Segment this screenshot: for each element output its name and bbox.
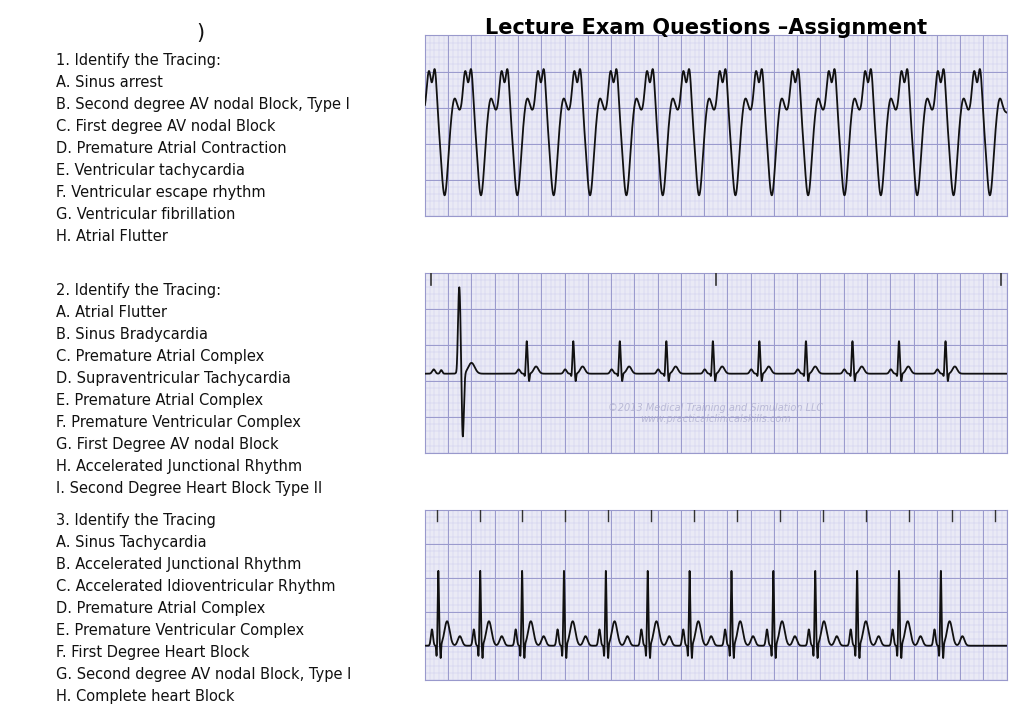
Text: D. Premature Atrial Complex: D. Premature Atrial Complex xyxy=(56,601,265,616)
Text: F. Premature Ventricular Complex: F. Premature Ventricular Complex xyxy=(56,415,301,430)
Text: Lecture Exam Questions –Assignment: Lecture Exam Questions –Assignment xyxy=(485,18,928,38)
Text: Normal: Normal xyxy=(177,58,224,71)
Text: H. Atrial Flutter: H. Atrial Flutter xyxy=(56,229,168,244)
Text: E. Ventricular tachycardia: E. Ventricular tachycardia xyxy=(56,163,246,178)
Text: E. Premature Atrial Complex: E. Premature Atrial Complex xyxy=(56,393,263,408)
Text: C. Accelerated Idioventricular Rhythm: C. Accelerated Idioventricular Rhythm xyxy=(56,579,336,594)
Text: 2. Identify the Tracing:: 2. Identify the Tracing: xyxy=(56,283,221,298)
Text: 1. Identify the Tracing:: 1. Identify the Tracing: xyxy=(56,53,221,68)
Text: C. Premature Atrial Complex: C. Premature Atrial Complex xyxy=(56,349,264,364)
Text: D. Premature Atrial Contraction: D. Premature Atrial Contraction xyxy=(56,141,287,156)
Text: A. Sinus Tachycardia: A. Sinus Tachycardia xyxy=(56,535,207,550)
Text: B. Second degree AV nodal Block, Type I: B. Second degree AV nodal Block, Type I xyxy=(56,97,350,112)
Text: F. Ventricular escape rhythm: F. Ventricular escape rhythm xyxy=(56,185,266,200)
Text: 3. Identify the Tracing: 3. Identify the Tracing xyxy=(56,513,216,528)
Text: E. Premature Ventricular Complex: E. Premature Ventricular Complex xyxy=(56,623,304,638)
Text: G. First Degree AV nodal Block: G. First Degree AV nodal Block xyxy=(56,437,279,452)
Text: F. First Degree Heart Block: F. First Degree Heart Block xyxy=(56,645,250,660)
Text: I. Second Degree Heart Block Type II: I. Second Degree Heart Block Type II xyxy=(56,481,323,496)
Text: A. Sinus arrest: A. Sinus arrest xyxy=(56,75,163,90)
Text: G. Second degree AV nodal Block, Type I: G. Second degree AV nodal Block, Type I xyxy=(56,667,351,682)
Text: A. Atrial Flutter: A. Atrial Flutter xyxy=(56,305,167,320)
Text: G. Ventricular fibrillation: G. Ventricular fibrillation xyxy=(56,207,236,222)
Text: B. Accelerated Junctional Rhythm: B. Accelerated Junctional Rhythm xyxy=(56,557,302,572)
Text: ): ) xyxy=(197,23,205,42)
Text: ©2013 Medical Training and Simulation LLC
www.practicalclinicalskills.com: ©2013 Medical Training and Simulation LL… xyxy=(608,403,823,424)
Text: H. Accelerated Junctional Rhythm: H. Accelerated Junctional Rhythm xyxy=(56,459,302,474)
Text: D. Supraventricular Tachycardia: D. Supraventricular Tachycardia xyxy=(56,371,291,386)
Text: B. Sinus Bradycardia: B. Sinus Bradycardia xyxy=(56,327,208,342)
Text: C. First degree AV nodal Block: C. First degree AV nodal Block xyxy=(56,119,275,134)
Text: H. Complete heart Block: H. Complete heart Block xyxy=(56,689,234,704)
